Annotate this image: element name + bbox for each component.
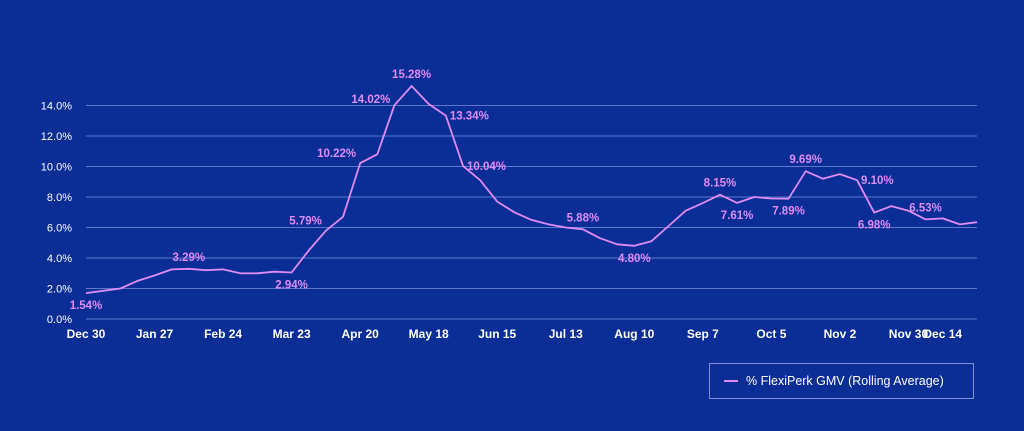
x-tick-label: Feb 24 <box>204 327 242 341</box>
data-label: 9.10% <box>861 175 894 187</box>
y-tick-label: 8.0% <box>47 192 72 204</box>
x-axis-tick-labels: Dec 30 Jan 27 Feb 24 Mar 23 Apr 20 May 18 Jun … <box>67 327 963 341</box>
x-tick-label: Mar 23 <box>273 327 311 341</box>
data-label: 3.29% <box>173 252 206 264</box>
legend: % FlexiPerk GMV (Rolling Average) <box>709 363 974 399</box>
y-tick-label: 4.0% <box>47 253 72 265</box>
x-tick-label: Jan 27 <box>136 327 174 341</box>
data-label: 1.54% <box>70 300 103 312</box>
x-tick-label: Aug 10 <box>614 327 654 341</box>
data-label: 6.53% <box>909 202 942 214</box>
legend-line-swatch <box>724 380 738 382</box>
x-tick-label: Oct 5 <box>756 327 786 341</box>
legend-label: % FlexiPerk GMV (Rolling Average) <box>746 374 944 388</box>
data-label: 10.22% <box>317 148 356 160</box>
series-lines <box>85 85 978 294</box>
x-tick-label: Sep 7 <box>687 327 719 341</box>
gridlines <box>86 105 977 320</box>
x-tick-label: Apr 20 <box>341 327 379 341</box>
y-tick-label: 12.0% <box>41 131 72 143</box>
data-label: 2.94% <box>275 279 308 291</box>
data-label: 10.04% <box>467 161 506 173</box>
y-tick-label: 6.0% <box>47 223 72 235</box>
data-label: 7.61% <box>721 210 754 222</box>
y-tick-label: 0.0% <box>47 314 72 326</box>
data-label: 6.98% <box>858 220 891 232</box>
series-line <box>85 85 978 294</box>
y-tick-label: 10.0% <box>41 162 72 174</box>
data-label: 9.69% <box>789 154 822 166</box>
data-label: 5.79% <box>289 216 322 228</box>
x-tick-label: Dec 14 <box>923 327 962 341</box>
x-tick-label: May 18 <box>409 327 449 341</box>
data-labels: 1.54% 3.29% 2.94% 5.79% 10.22% 14.02% 15.28% 13… <box>70 69 942 312</box>
y-axis-tick-labels: 0.0% 2.0% 4.0% 6.0% 8.0% 10.0% 12.0% 14.0% <box>41 101 72 327</box>
x-tick-label: Nov 30 <box>889 327 929 341</box>
data-label: 14.02% <box>351 94 390 106</box>
y-tick-label: 2.0% <box>47 284 72 296</box>
data-label: 4.80% <box>618 253 651 265</box>
y-tick-label: 14.0% <box>41 101 72 113</box>
x-tick-label: Jun 15 <box>478 327 516 341</box>
x-tick-label: Dec 30 <box>67 327 106 341</box>
data-label: 7.89% <box>772 206 805 218</box>
x-tick-label: Jul 13 <box>549 327 583 341</box>
data-label: 5.88% <box>567 212 600 224</box>
data-label: 8.15% <box>704 178 737 190</box>
data-label: 13.34% <box>450 111 489 123</box>
data-label: 15.28% <box>392 69 431 81</box>
x-tick-label: Nov 2 <box>824 327 857 341</box>
